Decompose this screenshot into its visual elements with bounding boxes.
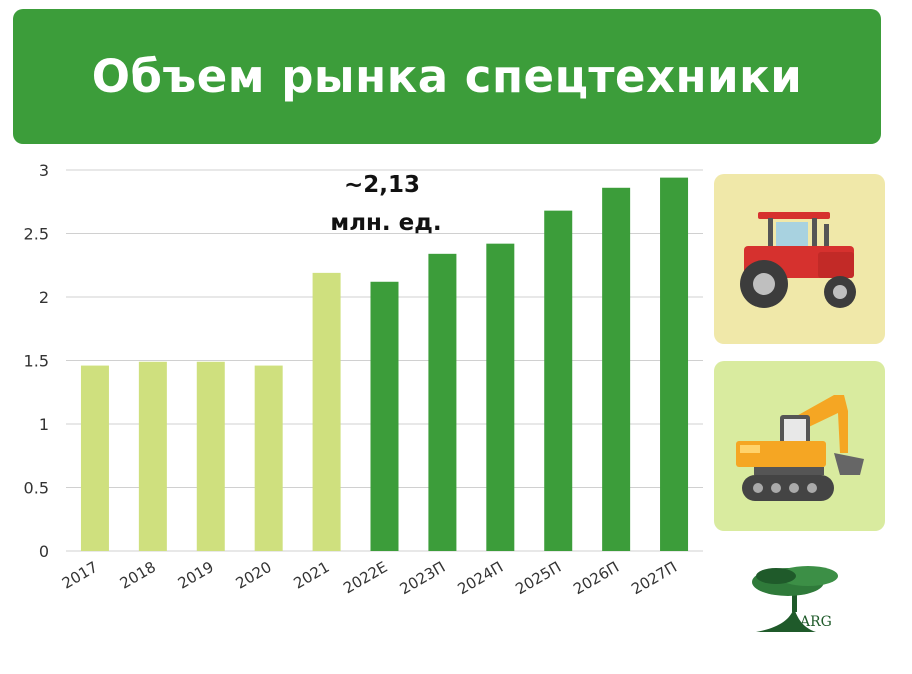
tractor-icon xyxy=(740,212,856,308)
x-tick-label: 2020 xyxy=(233,558,275,593)
excavator-icon xyxy=(736,395,864,501)
x-tick-label: 2021 xyxy=(291,558,333,593)
x-tick-label: 2022E xyxy=(340,558,390,597)
bar-2022E xyxy=(370,281,399,551)
bar-2020 xyxy=(254,365,283,551)
bar-2027П xyxy=(660,177,689,551)
bar-2017 xyxy=(80,365,109,551)
bar-2018 xyxy=(138,361,167,551)
bar-2021 xyxy=(312,272,341,551)
bar-2025П xyxy=(544,210,573,551)
x-tick-label: 2019 xyxy=(175,558,217,593)
x-tick-label: 2024П xyxy=(454,558,506,598)
bar-chart: 00.511.522.53 2017 2018 2019 2020 2021 2022E 2… xyxy=(24,161,703,598)
bar-2026П xyxy=(602,187,631,551)
x-tick-label: 2023П xyxy=(397,558,449,598)
page-title: Объем рынка спецтехники xyxy=(91,50,803,103)
bar-2023П xyxy=(428,253,457,551)
y-tick-label: 3 xyxy=(39,161,49,180)
y-axis-ticks: 0 0.5 1 1.5 2 2.5 3 xyxy=(24,161,49,561)
y-tick-label: 0 xyxy=(39,542,49,561)
y-tick-label: 0.5 xyxy=(24,479,49,498)
x-tick-label: 2027П xyxy=(628,558,680,598)
y-tick-label: 1.5 xyxy=(24,352,49,371)
x-tick-label: 2018 xyxy=(117,558,159,593)
x-axis-labels: 2017 2018 2019 2020 2021 2022E 2023П 2024П 2025П… xyxy=(59,558,680,598)
x-tick-label: 2026П xyxy=(570,558,622,598)
title-banner: Объем рынка спецтехники xyxy=(13,9,881,144)
bars xyxy=(80,177,689,551)
tractor-card xyxy=(714,174,885,344)
bar-2019 xyxy=(196,361,225,551)
y-tick-label: 2 xyxy=(39,288,49,307)
annotation-value: ~2,13 xyxy=(344,172,420,198)
arg-logo: ARG xyxy=(748,562,852,636)
y-tick-label: 1 xyxy=(39,415,49,434)
x-tick-label: 2025П xyxy=(512,558,564,598)
bar-2024П xyxy=(486,243,515,551)
x-tick-label: 2017 xyxy=(59,558,101,593)
y-tick-label: 2.5 xyxy=(24,225,49,244)
annotation-unit: млн. ед. xyxy=(330,210,441,236)
excavator-card xyxy=(714,361,885,531)
logo-text: ARG xyxy=(799,614,832,630)
